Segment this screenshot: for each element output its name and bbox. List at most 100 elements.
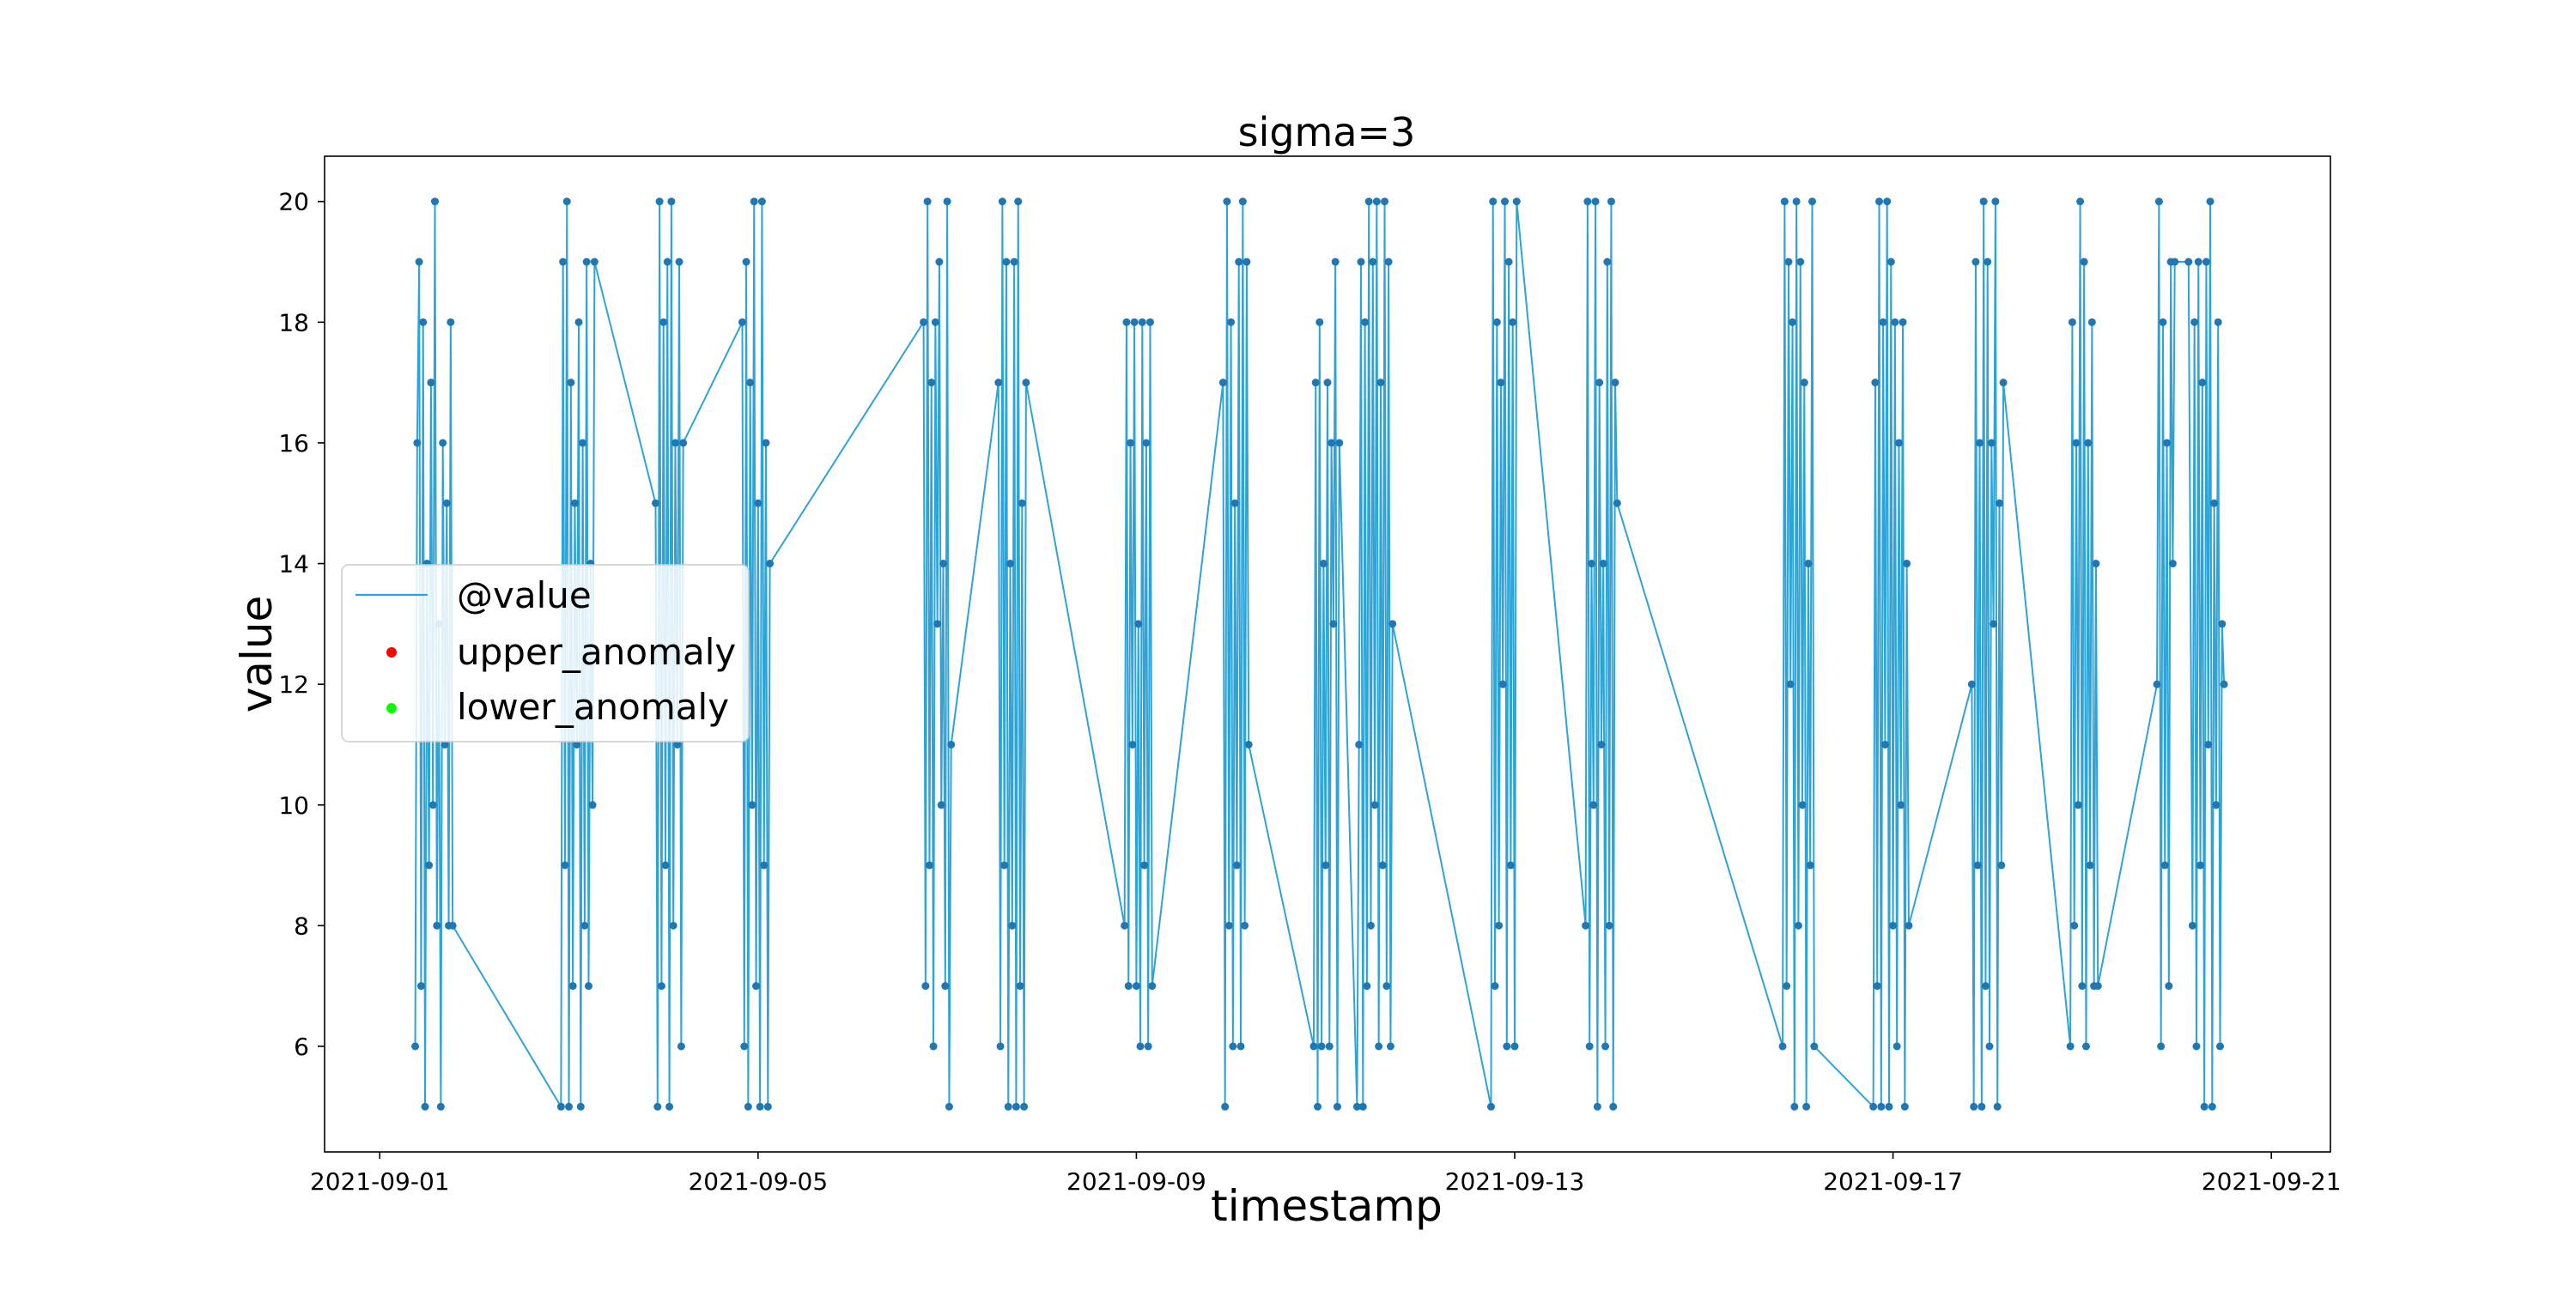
- y-tick-label: 20: [278, 188, 309, 216]
- data-point: [1132, 982, 1140, 991]
- data-point: [757, 197, 766, 206]
- data-point: [659, 318, 668, 326]
- data-point: [1388, 620, 1397, 628]
- data-point: [2160, 861, 2169, 870]
- legend-label-value: @value: [457, 574, 592, 616]
- data-point: [590, 258, 598, 266]
- data-point: [1333, 1102, 1341, 1111]
- data-point: [413, 439, 422, 447]
- data-point: [1995, 499, 2003, 507]
- data-point: [1227, 318, 1236, 326]
- data-point: [679, 439, 688, 447]
- data-point: [1509, 318, 1517, 326]
- data-point: [2066, 1042, 2075, 1051]
- data-point: [1984, 258, 1992, 266]
- data-point: [1375, 1042, 1383, 1051]
- data-point: [1589, 801, 1598, 809]
- data-point: [1121, 921, 1129, 930]
- data-point: [1885, 1102, 1893, 1111]
- x-axis-label: timestamp: [1211, 1181, 1443, 1231]
- data-point: [2171, 258, 2179, 266]
- data-point: [1903, 560, 1911, 568]
- data-point: [1014, 197, 1023, 206]
- data-point: [580, 921, 589, 930]
- data-point: [1804, 560, 1813, 568]
- data-point: [1886, 258, 1895, 266]
- y-tick-label: 12: [278, 670, 309, 699]
- data-point: [1497, 379, 1505, 387]
- data-point: [2078, 982, 2087, 991]
- data-point: [1784, 258, 1793, 266]
- data-point: [2212, 801, 2221, 809]
- data-point: [440, 740, 449, 749]
- data-point: [1790, 1102, 1799, 1111]
- data-point: [439, 439, 447, 447]
- data-point: [1384, 258, 1393, 266]
- data-point: [1987, 439, 1996, 447]
- data-point: [1489, 197, 1498, 206]
- data-point: [2070, 921, 2079, 930]
- data-point: [1002, 258, 1011, 266]
- data-point: [1376, 379, 1385, 387]
- data-point: [442, 499, 451, 507]
- data-point: [2087, 318, 2096, 326]
- data-point: [1504, 258, 1513, 266]
- data-point: [1603, 258, 1612, 266]
- data-point: [1501, 197, 1510, 206]
- data-point: [1335, 439, 1344, 447]
- legend: @value upper_anomaly lower_anomaly: [341, 564, 750, 742]
- data-point: [927, 379, 936, 387]
- data-point: [582, 258, 591, 266]
- data-point: [1238, 197, 1247, 206]
- data-point: [1993, 1102, 2002, 1111]
- data-point: [1783, 982, 1791, 991]
- data-point: [2184, 258, 2193, 266]
- data-point: [2206, 197, 2215, 206]
- y-tick-label: 16: [278, 429, 309, 458]
- data-point: [655, 197, 664, 206]
- x-tick-label: 2021-09-21: [2202, 1167, 2342, 1196]
- data-point: [1979, 197, 1988, 206]
- data-point: [1582, 921, 1590, 930]
- data-point: [933, 620, 942, 628]
- data-point: [1503, 1042, 1511, 1051]
- data-point: [1899, 318, 1907, 326]
- data-point: [1796, 258, 1805, 266]
- data-point: [1329, 620, 1338, 628]
- data-point: [1894, 439, 1903, 447]
- data-point: [1512, 197, 1521, 206]
- data-point: [421, 1102, 429, 1111]
- data-point: [920, 318, 928, 326]
- data-point: [750, 197, 758, 206]
- data-point: [1609, 1102, 1618, 1111]
- data-point: [1591, 197, 1600, 206]
- data-point: [1498, 680, 1507, 688]
- data-point: [561, 861, 569, 870]
- data-point: [570, 499, 579, 507]
- data-point: [740, 1042, 749, 1051]
- data-point: [746, 379, 755, 387]
- data-point: [1786, 680, 1795, 688]
- data-point: [1244, 740, 1253, 749]
- data-point: [579, 439, 587, 447]
- data-point: [1879, 318, 1887, 326]
- data-point: [419, 318, 428, 326]
- data-point: [1317, 1042, 1326, 1051]
- data-point: [1999, 379, 2008, 387]
- data-point: [2200, 1102, 2208, 1111]
- data-point: [2194, 258, 2202, 266]
- data-point: [2198, 379, 2207, 387]
- data-point: [738, 318, 746, 326]
- data-point: [1006, 560, 1015, 568]
- data-point: [754, 499, 762, 507]
- data-point: [2216, 1042, 2224, 1051]
- data-point: [1613, 499, 1621, 507]
- data-point: [1142, 439, 1151, 447]
- data-point: [663, 258, 671, 266]
- data-point: [1873, 982, 1881, 991]
- data-point: [1311, 379, 1320, 387]
- data-point: [1880, 740, 1889, 749]
- data-point: [2153, 680, 2161, 688]
- data-point: [2188, 921, 2196, 930]
- data-point: [1967, 680, 1976, 688]
